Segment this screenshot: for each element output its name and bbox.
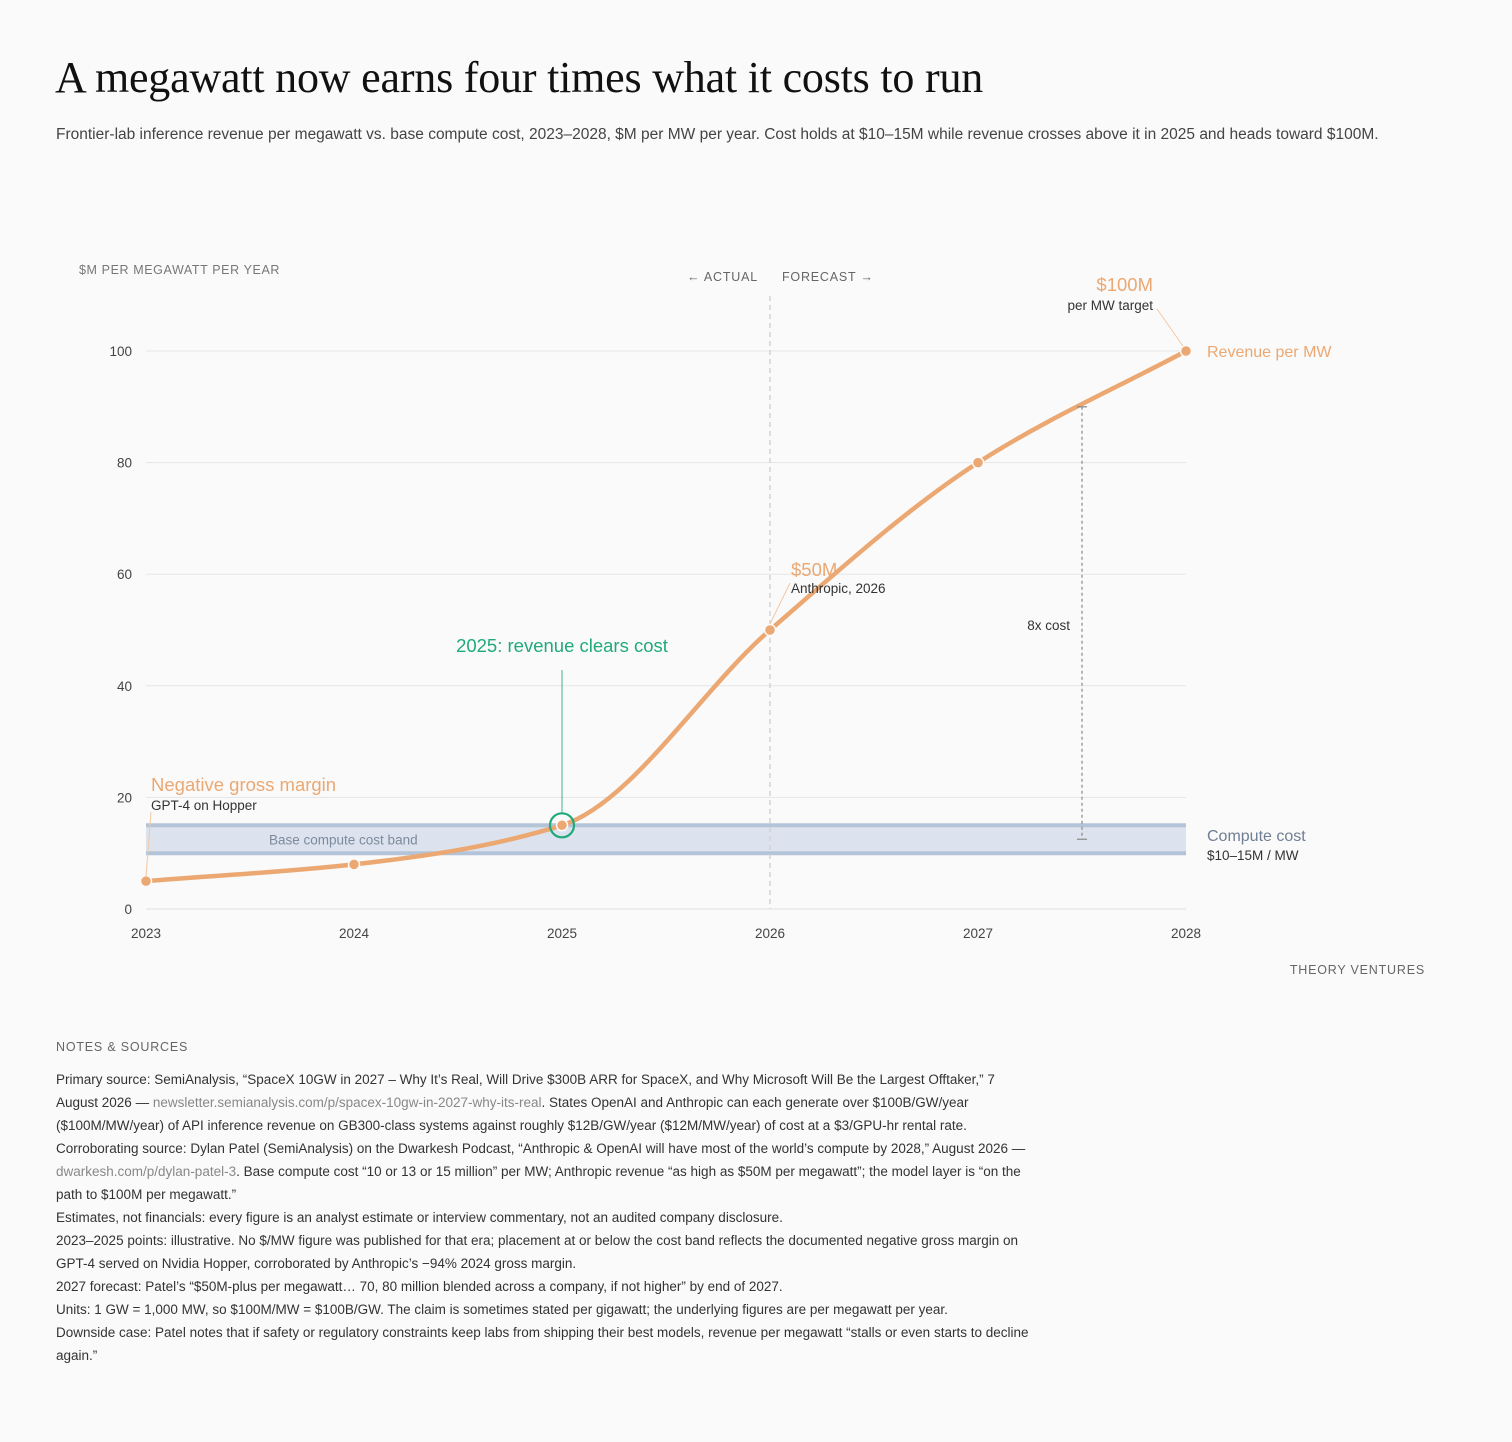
hundred-leader <box>1156 308 1184 347</box>
revenue-point <box>1179 344 1193 358</box>
y-tick-label: 20 <box>117 790 132 805</box>
revenue-series: Revenue per MW <box>139 344 1332 888</box>
crossover-title: 2025: revenue clears cost <box>456 635 668 656</box>
note-item: 2027 forecast: Patel’s “$50M-plus per me… <box>56 1275 1036 1298</box>
compute-cost-range: $10–15M / MW <box>1207 848 1299 863</box>
note-item: Estimates, not financials: every figure … <box>56 1206 1036 1229</box>
y-tick-label: 100 <box>109 344 132 359</box>
revenue-point <box>347 858 361 871</box>
revenue-point <box>555 819 569 832</box>
note-source-link[interactable]: newsletter.semianalysis.com/p/spacex-10g… <box>152 1095 542 1110</box>
revenue-point <box>971 456 985 469</box>
x-tick-label: 2025 <box>547 926 577 941</box>
y-tick-label: 40 <box>117 679 132 694</box>
note-text: Primary source: SemiAnalysis, “SpaceX 10… <box>56 1072 995 1110</box>
notes-title: NOTES & SOURCES <box>56 1040 189 1054</box>
y-tick-label: 80 <box>117 456 132 471</box>
revenue-point <box>763 623 777 637</box>
page-title: A megawatt now earns four times what it … <box>55 53 984 102</box>
actual-label: ← ACTUAL <box>687 270 758 284</box>
neg-margin-title: Negative gross margin <box>151 774 336 795</box>
revenue-cost-chart: $M PER MEGAWATT PER YEAR Base compute co… <box>79 263 1425 977</box>
note-text: 2027 forecast: Patel’s “$50M-plus per me… <box>56 1279 783 1294</box>
actual-forecast-divider: ← ACTUAL FORECAST → <box>687 270 874 909</box>
compute-cost-label: Compute cost <box>1207 828 1306 845</box>
note-source-link[interactable]: dwarkesh.com/p/dylan-patel-3 <box>56 1164 237 1179</box>
note-item: Units: 1 GW = 1,000 MW, so $100M/MW = $1… <box>56 1298 1036 1321</box>
note-text: 2023–2025 points: illustrative. No $/MW … <box>56 1233 1019 1271</box>
x-tick-label: 2026 <box>755 926 785 941</box>
x-tick-label: 2024 <box>339 926 370 941</box>
annotations: Compute cost $10–15M / MW Negative gross m… <box>145 274 1306 878</box>
note-text: Downside case: Patel notes that if safet… <box>56 1325 1029 1363</box>
note-text: Estimates, not financials: every figure … <box>56 1210 783 1225</box>
note-item: Downside case: Patel notes that if safet… <box>56 1321 1036 1367</box>
cost-band-area <box>146 825 1186 854</box>
note-text: Corroborating source: Dylan Patel (SemiA… <box>56 1141 1026 1156</box>
note-item: Corroborating source: Dylan Patel (SemiA… <box>56 1137 1036 1206</box>
hundred-sub: per MW target <box>1067 298 1153 313</box>
gridlines <box>146 350 1186 910</box>
note-text: . Base compute cost “10 or 13 or 15 mill… <box>56 1164 1021 1202</box>
note-text: . States OpenAI and Anthropic can each g… <box>56 1095 969 1133</box>
fifty-sub: Anthropic, 2026 <box>791 581 886 596</box>
cost-band: Base compute cost band <box>146 823 1186 856</box>
neg-margin-leader <box>145 811 152 878</box>
note-text: Units: 1 GW = 1,000 MW, so $100M/MW = $1… <box>56 1302 948 1317</box>
x-tick-label: 2027 <box>963 926 993 941</box>
page-subtitle: Frontier-lab inference revenue per megaw… <box>56 126 1379 143</box>
note-item: 2023–2025 points: illustrative. No $/MW … <box>56 1229 1036 1275</box>
y-axis-label: $M PER MEGAWATT PER YEAR <box>79 263 280 277</box>
note-item: Primary source: SemiAnalysis, “SpaceX 10… <box>56 1068 1036 1137</box>
fifty-title: $50M <box>791 559 837 580</box>
credit-label: THEORY VENTURES <box>1290 963 1425 977</box>
multiple-label: 8x cost <box>1027 618 1070 633</box>
x-tick-label: 2028 <box>1171 926 1201 941</box>
x-tick-label: 2023 <box>131 926 161 941</box>
neg-margin-sub: GPT-4 on Hopper <box>151 798 257 813</box>
revenue-series-label: Revenue per MW <box>1207 344 1332 361</box>
hundred-title: $100M <box>1096 274 1153 295</box>
fifty-leader <box>769 582 791 625</box>
notes-section: NOTES & SOURCES Primary source: SemiAnal… <box>56 1040 1036 1367</box>
cost-band-label: Base compute cost band <box>269 832 418 847</box>
axis-ticks: 0 20 40 60 80 100 2023 2024 2025 2026 2027 2028 <box>109 344 1201 941</box>
y-tick-label: 60 <box>117 567 132 582</box>
forecast-label: FORECAST → <box>782 270 874 284</box>
revenue-line <box>143 348 1189 884</box>
crossover-ring <box>548 812 576 839</box>
notes-list: Primary source: SemiAnalysis, “SpaceX 10… <box>56 1068 1036 1367</box>
y-tick-label: 0 <box>124 902 132 917</box>
revenue-point <box>139 874 153 888</box>
